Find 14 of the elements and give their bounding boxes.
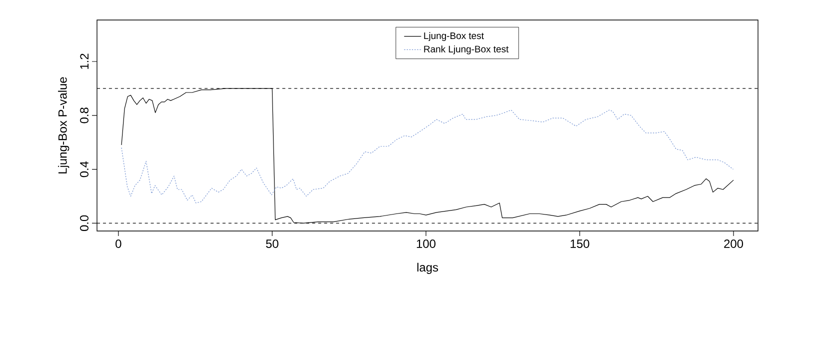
x-tick-label: 0 bbox=[116, 240, 122, 248]
y-tick-label: 0.0 bbox=[80, 215, 88, 232]
legend-label: Rank Ljung-Box test bbox=[424, 45, 509, 54]
y-axis-title: Ljung-Box P-value bbox=[58, 77, 70, 174]
x-tick-label: 200 bbox=[724, 240, 744, 248]
x-tick-label: 50 bbox=[266, 240, 278, 248]
x-tick-label: 150 bbox=[570, 240, 590, 248]
legend-label: Ljung-Box test bbox=[424, 32, 484, 41]
line-series bbox=[121, 110, 734, 204]
y-tick-label: 0.8 bbox=[80, 108, 88, 124]
y-tick-label: 1.2 bbox=[80, 54, 88, 69]
x-tick-label: 100 bbox=[416, 240, 436, 248]
x-axis-title: lags bbox=[417, 262, 438, 274]
y-tick-label: 0.4 bbox=[80, 161, 88, 178]
